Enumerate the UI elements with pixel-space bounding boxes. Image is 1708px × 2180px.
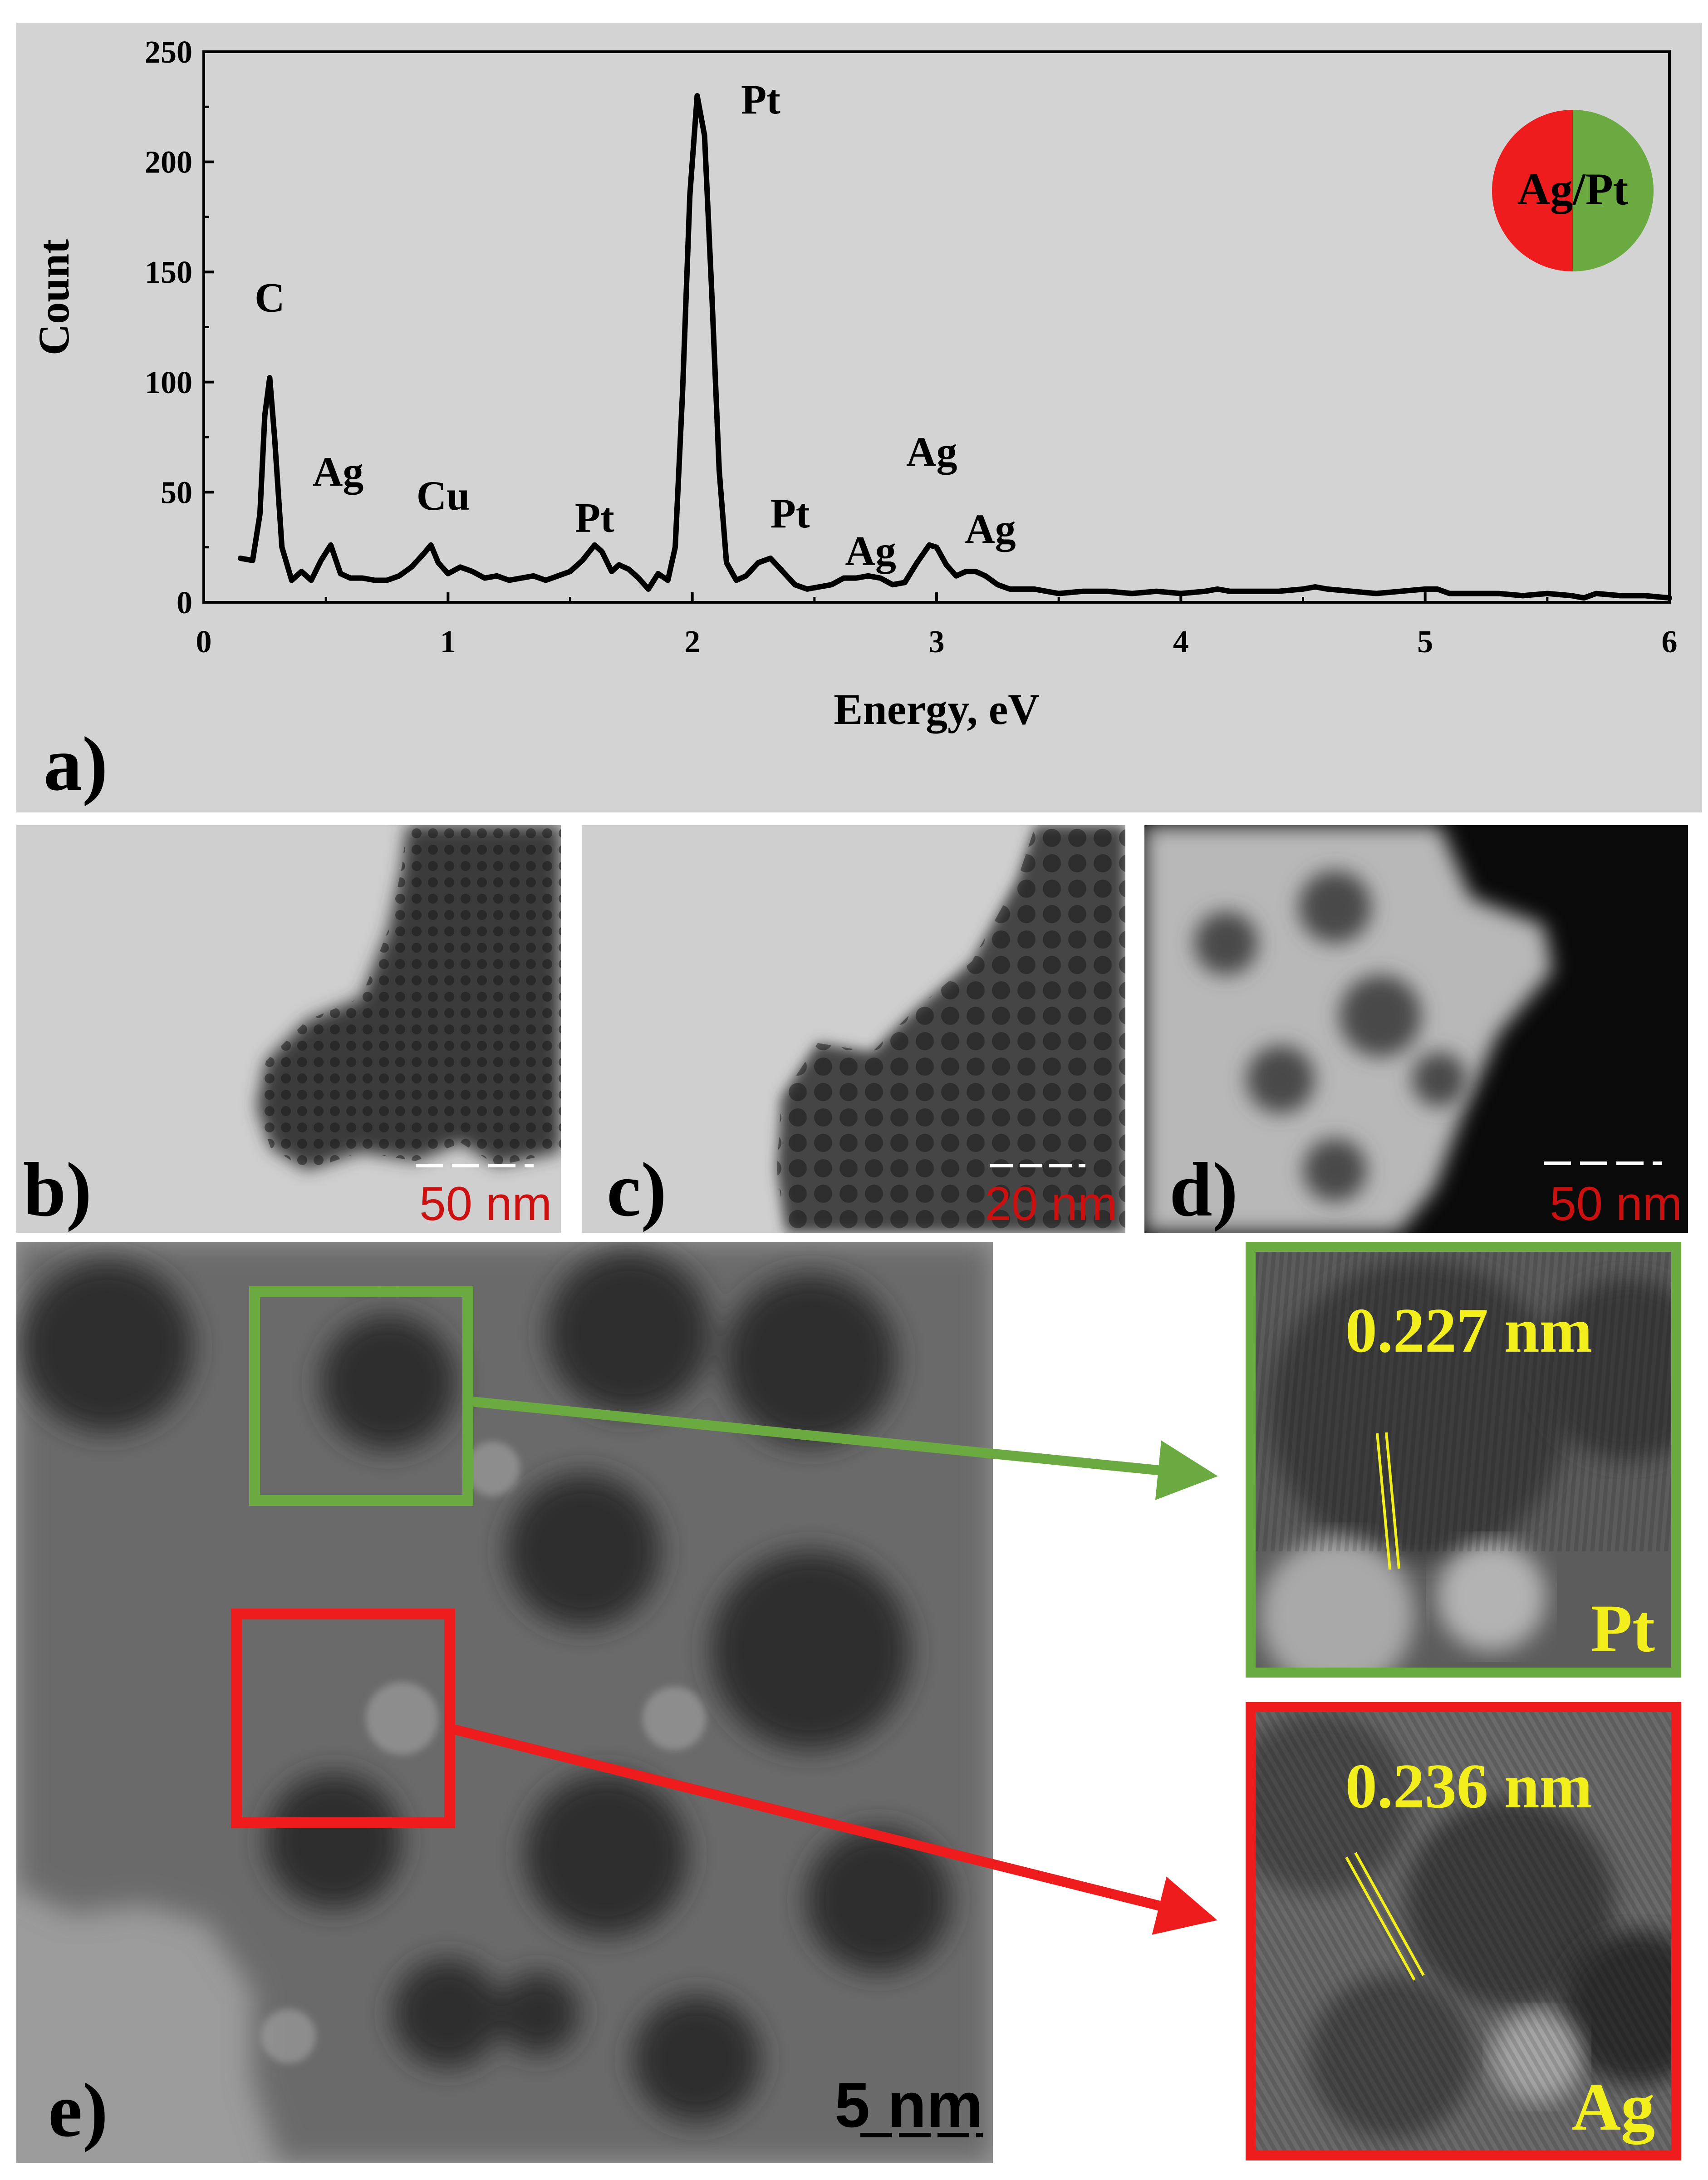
y-tick-label: 50 bbox=[161, 475, 192, 510]
scalebar-label-b: 50 nm bbox=[419, 1177, 552, 1230]
y-tick-label: 100 bbox=[145, 365, 192, 400]
pt-arrow bbox=[471, 1397, 1218, 1500]
peak-label: Pt bbox=[771, 490, 810, 536]
ag-spacing-label: 0.236 nm bbox=[1345, 1751, 1592, 1821]
x-ticks: 0 1 2 3 4 5 6 bbox=[196, 592, 1678, 659]
y-tick-label: 0 bbox=[177, 586, 192, 620]
scalebar-label-d: 50 nm bbox=[1550, 1177, 1682, 1230]
hrtem-image-e: e) 5 nm bbox=[16, 1242, 993, 2163]
x-tick-label: 6 bbox=[1662, 625, 1678, 659]
pt-region-box bbox=[249, 1286, 473, 1506]
peak-label: C bbox=[255, 275, 285, 321]
spectrum-line bbox=[237, 93, 1672, 601]
x-tick-label: 3 bbox=[929, 625, 945, 659]
ag-pt-badge: Ag/Pt bbox=[1492, 110, 1654, 271]
peak-label: Ag bbox=[965, 506, 1016, 552]
peak-label: Ag bbox=[845, 528, 896, 574]
peak-label: Pt bbox=[575, 495, 614, 541]
y-tick-label: 200 bbox=[145, 145, 192, 180]
pt-spacing-label: 0.227 nm bbox=[1345, 1295, 1592, 1366]
ag-region-box bbox=[231, 1609, 455, 1828]
panel-label-c: c) bbox=[607, 1147, 667, 1232]
y-tick-label: 150 bbox=[145, 255, 192, 290]
tem-image-d: d) 50 nm bbox=[1144, 825, 1682, 1233]
panel-b: b) 50 nm bbox=[16, 825, 561, 1233]
scalebar-label-e: 5 nm bbox=[834, 2069, 983, 2141]
x-tick-label: 5 bbox=[1417, 625, 1433, 659]
pt-element-label: Pt bbox=[1590, 1591, 1655, 1666]
panel-label-d: d) bbox=[1169, 1147, 1238, 1232]
y-tick-label: 250 bbox=[145, 35, 192, 70]
panel-d: d) 50 nm bbox=[1144, 825, 1688, 1233]
panel-label-b: b) bbox=[23, 1147, 92, 1232]
tem-image-b: b) 50 nm bbox=[23, 825, 561, 1232]
peak-label: Ag bbox=[906, 428, 957, 475]
tem-image-c: c) 20 nm bbox=[607, 825, 1125, 1233]
panel-c: c) 20 nm bbox=[582, 825, 1125, 1233]
pt-lattice-image: 0.227 nm Pt bbox=[1256, 1252, 1671, 1668]
ag-arrow bbox=[452, 1724, 1217, 1935]
scalebar-label-c: 20 nm bbox=[985, 1177, 1117, 1230]
pt-zoom-panel: 0.227 nm Pt bbox=[1246, 1242, 1681, 1678]
x-tick-label: 4 bbox=[1173, 625, 1189, 659]
x-tick-label: 2 bbox=[684, 625, 700, 659]
peak-label: Cu bbox=[417, 472, 470, 519]
ag-element-label: Ag bbox=[1572, 2069, 1655, 2145]
y-ticks: 0 50 100 150 200 250 bbox=[145, 35, 214, 620]
ag-lattice-image: 0.236 nm Ag bbox=[1256, 1712, 1671, 2150]
peak-label: Ag bbox=[313, 448, 363, 495]
x-tick-label: 1 bbox=[440, 625, 456, 659]
peak-label: Pt bbox=[741, 76, 780, 123]
x-axis-label: Energy, eV bbox=[834, 685, 1039, 733]
x-tick-label: 0 bbox=[196, 625, 212, 659]
panel-label-a: a) bbox=[44, 721, 108, 807]
y-axis-label: Count bbox=[29, 239, 78, 355]
panel-e: e) 5 nm bbox=[16, 1242, 993, 2163]
svg-text:Ag/Pt: Ag/Pt bbox=[1517, 164, 1628, 214]
ag-zoom-panel: 0.236 nm Ag bbox=[1246, 1702, 1681, 2160]
panel-label-e: e) bbox=[48, 2067, 108, 2153]
